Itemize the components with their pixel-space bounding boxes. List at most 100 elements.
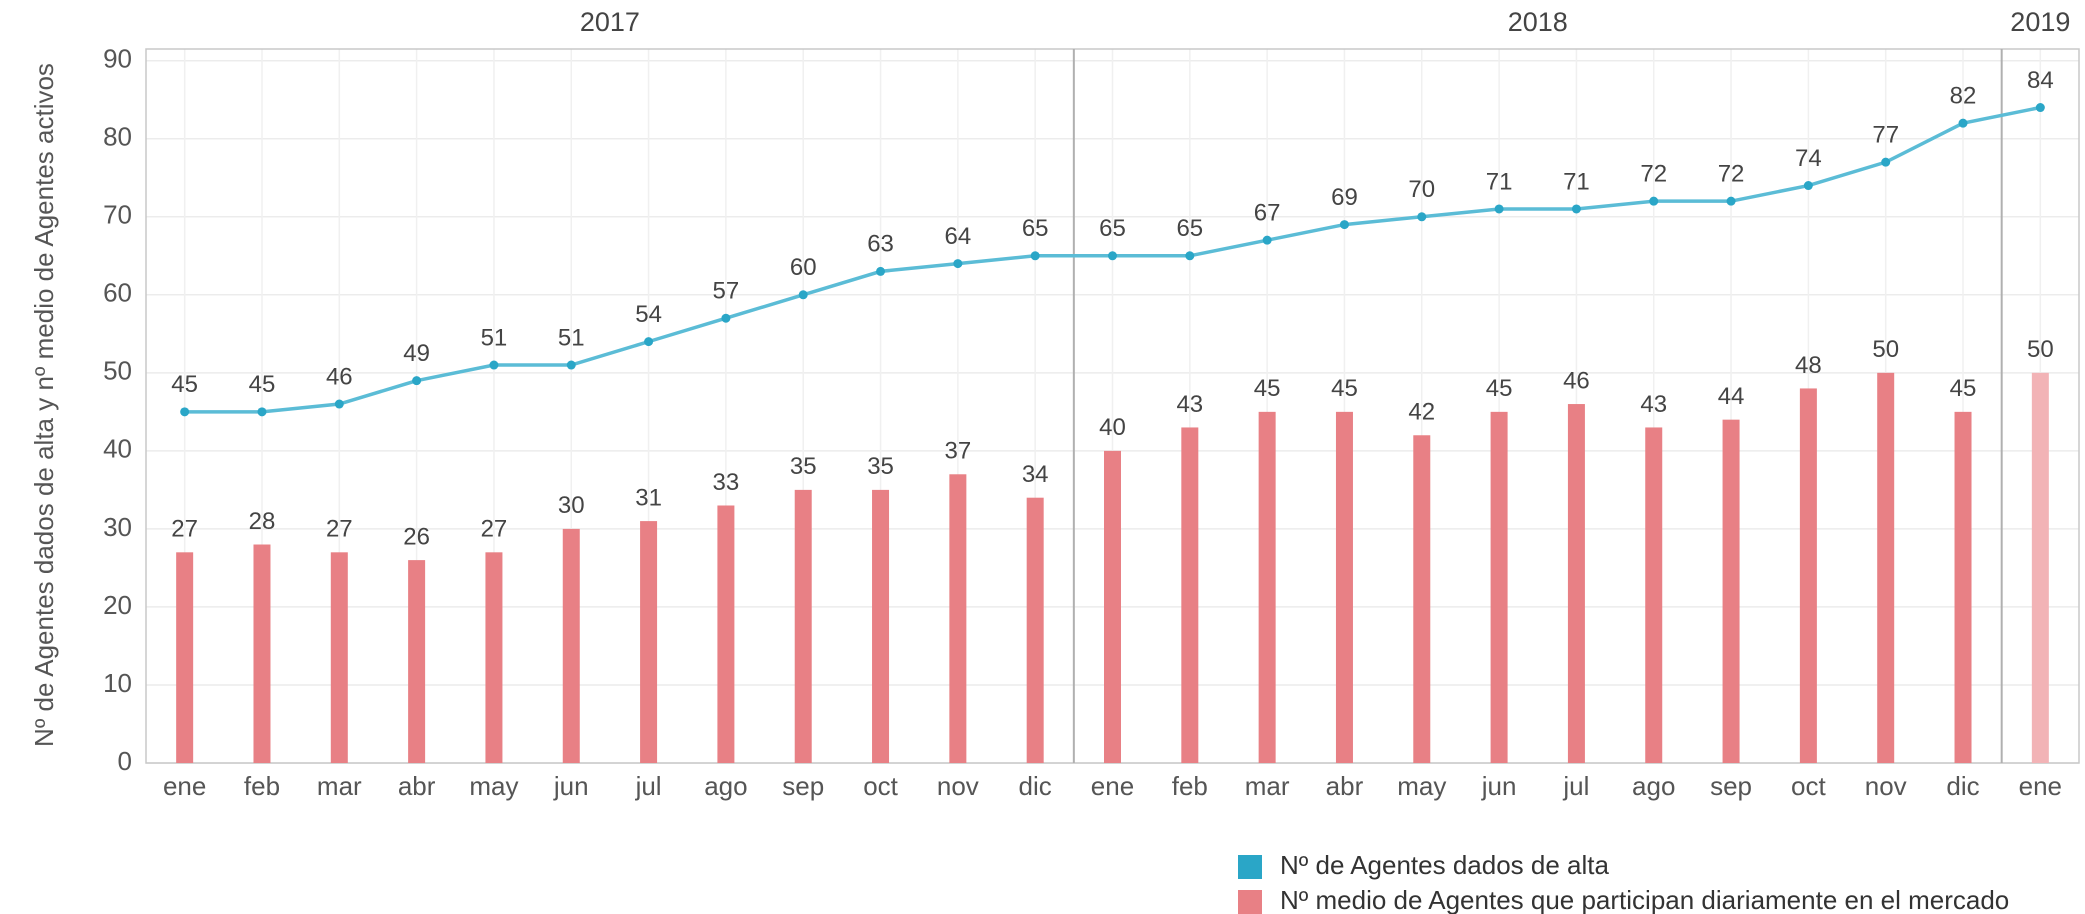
bar <box>1877 372 1895 763</box>
line-marker <box>876 266 886 276</box>
x-tick-label: may <box>469 771 518 801</box>
bar <box>562 528 580 763</box>
x-tick-label: jul <box>635 771 662 801</box>
bar-value-label: 42 <box>1408 399 1435 426</box>
bar <box>1181 427 1199 763</box>
line-value-label: 77 <box>1872 121 1899 148</box>
line-marker <box>1881 157 1891 167</box>
line-marker <box>1649 196 1659 206</box>
line-marker <box>489 360 499 370</box>
y-tick-label: 0 <box>118 746 132 776</box>
line-value-label: 63 <box>867 231 894 258</box>
x-tick-label: feb <box>244 771 280 801</box>
line-marker <box>1803 181 1813 191</box>
y-tick-label: 50 <box>103 356 132 386</box>
line-marker <box>953 259 963 269</box>
line-marker <box>1571 204 1581 214</box>
bar-value-label: 48 <box>1795 352 1822 379</box>
bar <box>408 560 426 763</box>
line-value-label: 72 <box>1640 161 1667 188</box>
bar <box>1799 388 1817 763</box>
line-marker <box>180 407 190 417</box>
bar <box>1104 450 1121 763</box>
x-tick-label: jun <box>1481 771 1517 801</box>
bar-value-label: 27 <box>481 516 508 543</box>
bar-value-label: 44 <box>1718 383 1745 410</box>
bar-value-label: 35 <box>867 453 894 480</box>
line-marker <box>798 290 808 300</box>
bar-value-label: 43 <box>1176 391 1203 418</box>
x-tick-label: ago <box>1632 771 1675 801</box>
line-marker <box>1108 251 1117 261</box>
x-tick-label: abr <box>1326 771 1364 801</box>
bar-value-label: 45 <box>1331 375 1358 402</box>
x-tick-label: jun <box>553 771 589 801</box>
x-tick-label: oct <box>863 771 898 801</box>
x-tick-label: jul <box>1562 771 1589 801</box>
x-tick-label: oct <box>1791 771 1826 801</box>
year-label: 2019 <box>2010 7 2070 37</box>
line-value-label: 60 <box>790 254 817 281</box>
bar-value-label: 37 <box>945 438 972 465</box>
bar-value-label: 30 <box>558 492 585 519</box>
line-marker <box>412 376 422 386</box>
bar-value-label: 45 <box>1486 375 1513 402</box>
y-tick-label: 70 <box>103 200 132 230</box>
y-tick-label: 80 <box>103 122 132 152</box>
x-tick-label: mar <box>317 771 362 801</box>
bar-value-label: 31 <box>635 484 662 511</box>
x-tick-label: nov <box>937 771 979 801</box>
bar <box>717 505 735 763</box>
line-value-label: 67 <box>1254 200 1281 227</box>
bar <box>794 489 812 763</box>
x-tick-label: abr <box>398 771 436 801</box>
bar-value-label: 27 <box>326 516 353 543</box>
bar <box>1490 411 1508 763</box>
y-tick-label: 40 <box>103 434 132 464</box>
y-tick-label: 20 <box>103 590 132 620</box>
x-tick-label: sep <box>1710 771 1752 801</box>
line-marker <box>1958 118 1968 128</box>
bar <box>2031 372 2049 763</box>
bar <box>1026 497 1044 763</box>
y-tick-label: 60 <box>103 278 132 308</box>
line-value-label: 64 <box>945 223 972 250</box>
year-label: 2017 <box>580 7 640 37</box>
legend-swatch <box>1238 890 1262 914</box>
bar <box>640 521 658 763</box>
x-tick-label: mar <box>1245 771 1290 801</box>
line-value-label: 71 <box>1486 168 1513 195</box>
year-label: 2018 <box>1508 7 1568 37</box>
line-value-label: 74 <box>1795 145 1822 172</box>
line-marker <box>257 407 267 417</box>
y-axis-label: Nº de Agentes dados de alta y nº medio d… <box>29 63 59 747</box>
line-value-label: 54 <box>635 301 662 328</box>
bar <box>485 552 503 763</box>
x-tick-label: may <box>1397 771 1446 801</box>
line-value-label: 71 <box>1563 168 1590 195</box>
line-value-label: 65 <box>1176 215 1203 242</box>
bar-value-label: 46 <box>1563 367 1590 394</box>
line-value-label: 45 <box>249 371 276 398</box>
bar <box>949 474 967 763</box>
x-tick-label: ene <box>2019 771 2062 801</box>
bar <box>253 544 271 763</box>
bar-value-label: 26 <box>403 523 430 550</box>
bar <box>330 552 348 763</box>
line-value-label: 65 <box>1022 215 1049 242</box>
bar <box>1722 419 1740 763</box>
line-value-label: 82 <box>1950 82 1977 109</box>
bar-value-label: 50 <box>1872 336 1899 363</box>
bar <box>1567 404 1585 763</box>
line-value-label: 72 <box>1718 161 1745 188</box>
line-marker <box>2035 103 2045 113</box>
line-value-label: 51 <box>558 324 585 351</box>
legend-label: Nº medio de Agentes que participan diari… <box>1280 885 2009 914</box>
x-tick-label: ago <box>704 771 747 801</box>
x-tick-label: ene <box>1091 771 1134 801</box>
line-marker <box>1030 251 1040 261</box>
x-tick-label: feb <box>1172 771 1208 801</box>
line-marker <box>1726 196 1736 206</box>
